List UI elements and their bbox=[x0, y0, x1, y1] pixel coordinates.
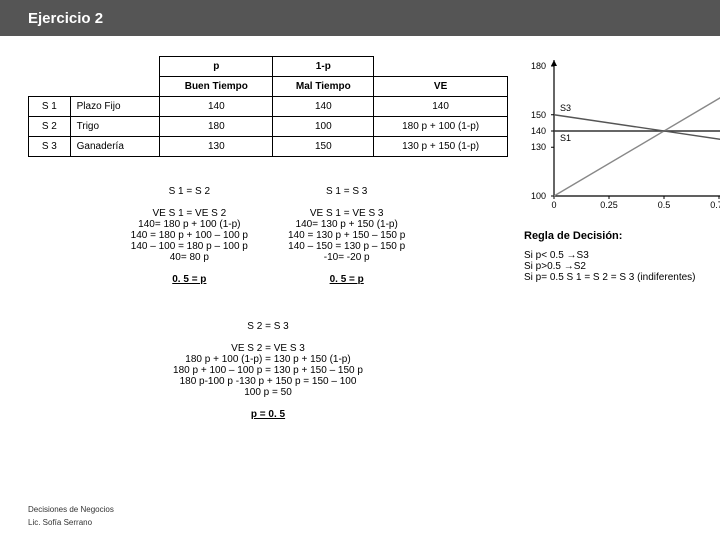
payoff-table: p 1-p Buen Tiempo Mal Tiempo VE S 1 Plaz… bbox=[28, 56, 508, 157]
right-column: 10013014015018018014013000.250.50.751pS1… bbox=[524, 56, 720, 431]
decision-rule: Regla de Decisión: Si p< 0.5 →S3 Si p>0.… bbox=[524, 230, 720, 283]
col-mal: Mal Tiempo bbox=[273, 77, 374, 97]
equation-row: S 1 = S 2 VE S 1 = VE S 2 140= 180 p + 1… bbox=[28, 175, 508, 296]
eq-s1-s3: S 1 = S 3 VE S 1 = VE S 3 140= 130 p + 1… bbox=[288, 175, 405, 296]
eq-s1-s2: S 1 = S 2 VE S 1 = VE S 2 140= 180 p + 1… bbox=[131, 175, 248, 296]
table-row: S 1 Plazo Fijo 140 140 140 bbox=[29, 97, 508, 117]
left-column: p 1-p Buen Tiempo Mal Tiempo VE S 1 Plaz… bbox=[28, 56, 508, 431]
eq-s2-s3: S 2 = S 3 VE S 2 = VE S 3 180 p + 100 (1… bbox=[28, 310, 508, 431]
table-row: S 3 Ganadería 130 150 130 p + 150 (1-p) bbox=[29, 137, 508, 157]
footer: Decisiones de Negocios Lic. Sofía Serran… bbox=[28, 504, 114, 530]
col-1p: 1-p bbox=[273, 57, 374, 77]
col-ve: VE bbox=[374, 77, 508, 97]
col-buen: Buen Tiempo bbox=[160, 77, 273, 97]
header-bar: Ejercicio 2 bbox=[0, 0, 720, 36]
decision-lines: Si p< 0.5 →S3 Si p>0.5 →S2 Si p= 0.5 S 1… bbox=[524, 250, 720, 283]
line-chart: 10013014015018018014013000.250.50.751pS1… bbox=[524, 56, 720, 216]
footer-author: Lic. Sofía Serrano bbox=[28, 517, 114, 530]
col-p: p bbox=[160, 57, 273, 77]
table-row: S 2 Trigo 180 100 180 p + 100 (1-p) bbox=[29, 117, 508, 137]
decision-title: Regla de Decisión: bbox=[524, 230, 720, 242]
footer-course: Decisiones de Negocios bbox=[28, 504, 114, 517]
page-title: Ejercicio 2 bbox=[28, 10, 103, 27]
content: p 1-p Buen Tiempo Mal Tiempo VE S 1 Plaz… bbox=[0, 36, 720, 431]
